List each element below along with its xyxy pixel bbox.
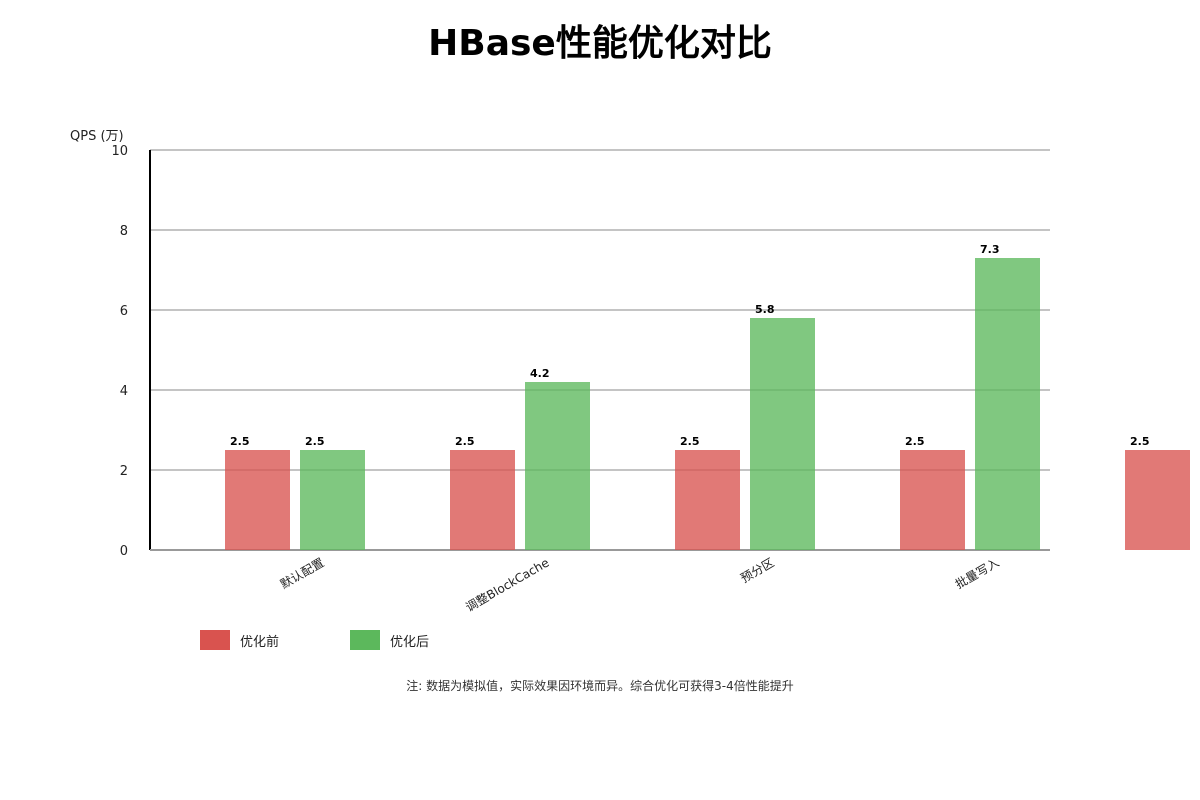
bar-after — [750, 318, 815, 550]
data-label: 4.2 — [530, 367, 550, 380]
data-label: 7.3 — [980, 243, 1000, 256]
x-tick-label: 调整BlockCache — [463, 555, 552, 615]
bar-before — [675, 450, 740, 550]
bar-after — [300, 450, 365, 550]
legend-item-after[interactable]: 优化后 — [350, 630, 429, 650]
bar-after — [975, 258, 1040, 550]
bar-before — [900, 450, 965, 550]
data-label: 2.5 — [455, 435, 475, 448]
legend-label-before: 优化前 — [240, 634, 280, 650]
y-tick-label: 6 — [120, 304, 128, 319]
bar-before — [225, 450, 290, 550]
y-axis-label: QPS (万) — [70, 129, 124, 144]
x-tick-label: 批量写入 — [952, 555, 1001, 592]
data-label: 2.5 — [680, 435, 700, 448]
y-tick-label: 8 — [120, 224, 128, 239]
bar-after — [525, 382, 590, 550]
legend-label-after: 优化后 — [390, 634, 430, 650]
bar-before — [1125, 450, 1190, 550]
data-label: 2.5 — [905, 435, 925, 448]
y-tick-label: 10 — [111, 144, 128, 159]
legend-swatch-after — [350, 630, 380, 650]
data-label: 2.5 — [305, 435, 325, 448]
x-tick-label: 压缩 — [1198, 555, 1200, 580]
data-label: 2.5 — [1130, 435, 1150, 448]
bar-before — [450, 450, 515, 550]
x-tick-label: 预分区 — [738, 555, 776, 585]
y-tick-label: 4 — [120, 384, 128, 399]
chart-title: HBase性能优化对比 — [428, 23, 772, 64]
x-tick-label: 默认配置 — [277, 555, 326, 592]
data-label: 5.8 — [755, 303, 775, 316]
legend-swatch-before — [200, 630, 230, 650]
y-tick-label: 0 — [120, 544, 128, 559]
y-tick-label: 2 — [120, 464, 128, 479]
legend-item-before[interactable]: 优化前 — [200, 630, 279, 650]
footnote: 注: 数据为模拟值，实际效果因环境而异。综合优化可获得3-4倍性能提升 — [406, 679, 794, 693]
data-label: 2.5 — [230, 435, 250, 448]
